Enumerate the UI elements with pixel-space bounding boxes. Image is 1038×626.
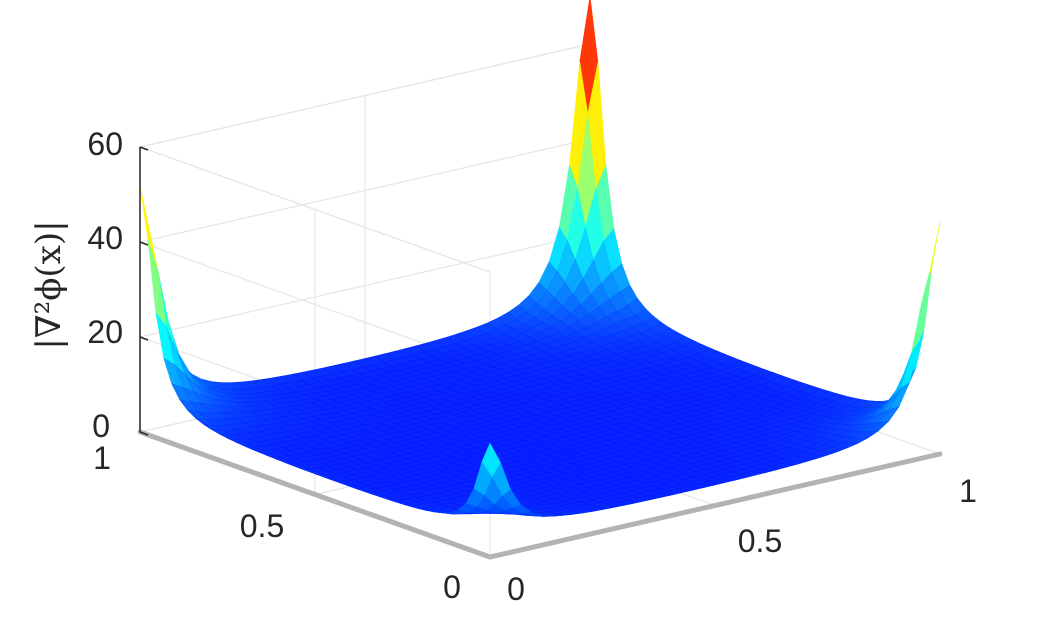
z-tick-mark bbox=[139, 146, 149, 151]
y-tick-label-0.5: 0.5 bbox=[240, 508, 284, 544]
x-tick-label-0.5: 0.5 bbox=[738, 523, 782, 559]
z-tick-mark bbox=[139, 241, 149, 246]
z-tick-label-60: 60 bbox=[87, 126, 123, 162]
y-axis-line bbox=[137, 429, 493, 560]
z-tick-label-40: 40 bbox=[87, 220, 123, 256]
x-tick-label-1: 1 bbox=[959, 473, 977, 509]
y-tick-label-1: 1 bbox=[93, 440, 111, 476]
surface-patch bbox=[147, 239, 167, 327]
z-axis-label: |∇²ϕ(x)| bbox=[29, 220, 69, 349]
surface-patch bbox=[139, 185, 159, 273]
surface-patch bbox=[481, 442, 501, 477]
tick-labels: 0 20 40 60 0 0.5 1 0 0.5 1 |∇²ϕ(x)| bbox=[29, 126, 977, 607]
x-axis-line bbox=[487, 451, 943, 560]
surface-patch bbox=[921, 221, 941, 303]
surface-mesh bbox=[139, 0, 941, 517]
x-tick-label-0: 0 bbox=[507, 571, 525, 607]
axes bbox=[137, 146, 943, 560]
z-tick-mark bbox=[139, 431, 149, 436]
z-tick-label-0: 0 bbox=[92, 408, 110, 444]
y-tick-label-0: 0 bbox=[443, 569, 461, 605]
z-tick-mark bbox=[139, 336, 149, 341]
z-tick-label-20: 20 bbox=[87, 314, 123, 350]
